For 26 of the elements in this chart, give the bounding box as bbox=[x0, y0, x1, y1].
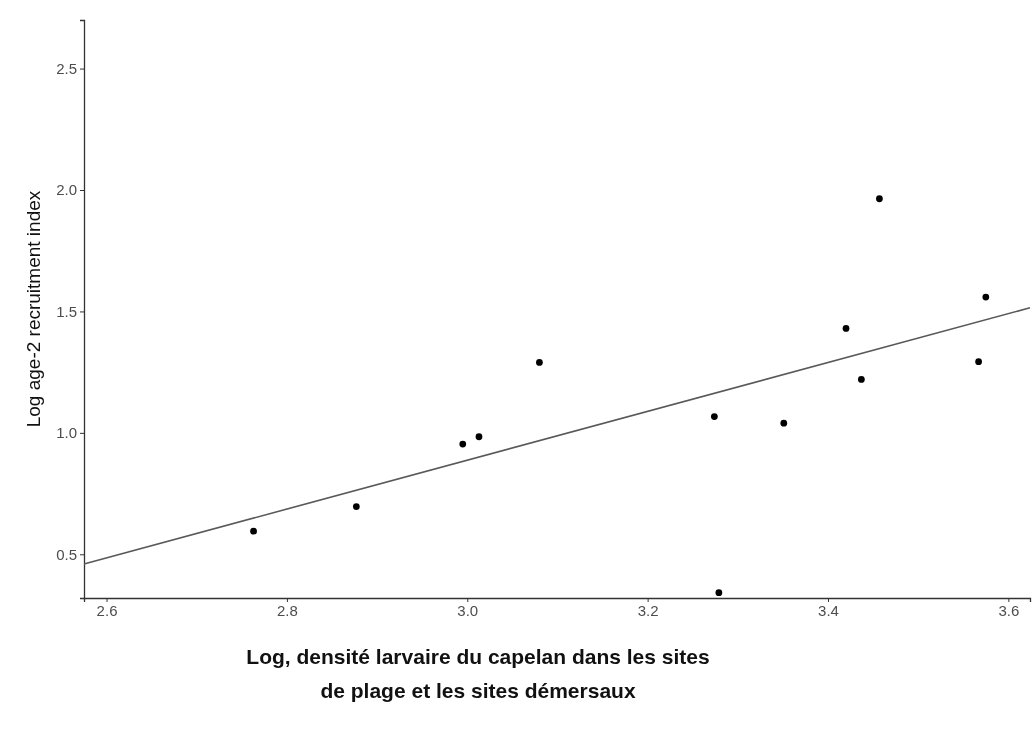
point bbox=[250, 527, 257, 535]
point bbox=[710, 413, 718, 420]
point bbox=[352, 503, 360, 511]
x-tick-label: 2.8 bbox=[276, 601, 298, 619]
point bbox=[982, 293, 990, 301]
point bbox=[780, 419, 788, 427]
point bbox=[475, 433, 483, 441]
y-tick-label: 2.5 bbox=[56, 59, 77, 77]
y-tick-label: 0.5 bbox=[56, 545, 77, 563]
point bbox=[876, 195, 883, 203]
point bbox=[842, 325, 850, 332]
point bbox=[536, 359, 543, 366]
y-tick-label: 1.5 bbox=[56, 302, 77, 320]
point bbox=[857, 376, 865, 383]
point bbox=[459, 440, 467, 448]
y-tick-label: 2.0 bbox=[56, 181, 77, 199]
x-tick-label: 3.4 bbox=[818, 601, 839, 619]
y-tick-label: 1.0 bbox=[56, 424, 77, 442]
x-tick-label: 2.6 bbox=[96, 601, 118, 619]
x-tick-label: 3.6 bbox=[998, 601, 1020, 619]
x-axis-title: Log, densité larvaire du capelan dans les sites de plage et les sites démersaux bbox=[246, 645, 710, 702]
point bbox=[975, 358, 982, 366]
x-tick-label: 3.0 bbox=[457, 601, 479, 619]
point bbox=[715, 589, 723, 597]
x-tick-label: 3.2 bbox=[637, 601, 659, 619]
y-axis-title: Log age-2 recruitment index bbox=[23, 190, 44, 428]
